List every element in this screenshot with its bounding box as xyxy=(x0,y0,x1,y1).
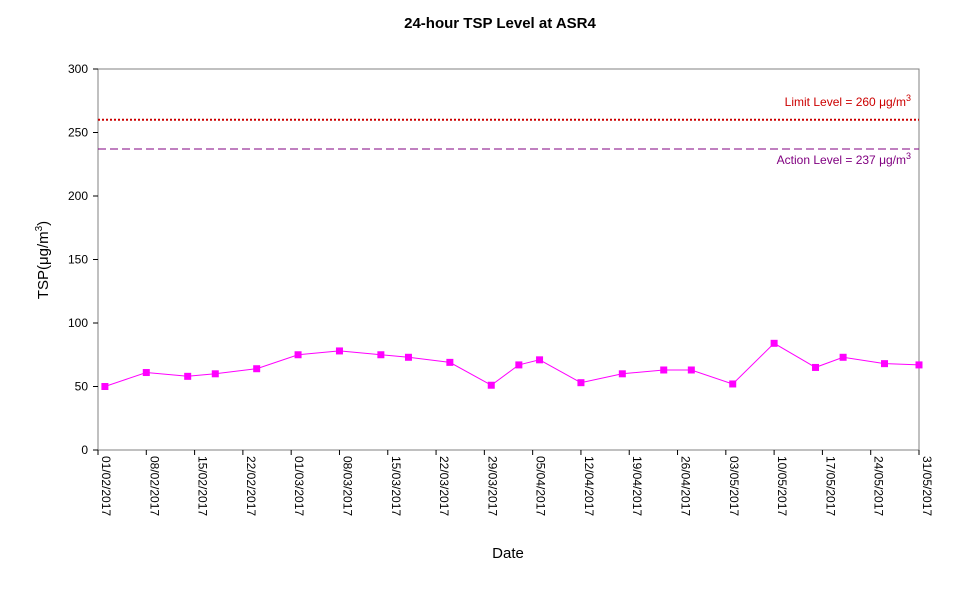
x-tick-label: 03/05/2017 xyxy=(727,456,741,516)
y-tick-label: 250 xyxy=(68,126,88,140)
y-tick-label: 50 xyxy=(75,380,89,394)
data-point xyxy=(915,361,923,369)
data-point xyxy=(618,370,626,378)
data-point xyxy=(812,363,820,371)
plot-area xyxy=(97,68,920,451)
data-point xyxy=(687,366,695,374)
x-tick-label: 17/05/2017 xyxy=(823,456,837,516)
x-tick-label: 15/03/2017 xyxy=(389,456,403,516)
y-axis-label-sup: 3 xyxy=(34,225,45,231)
x-axis: 01/02/2017 08/02/2017 15/02/2017 22/02/2017… xyxy=(97,450,934,516)
y-tick-label: 200 xyxy=(68,189,88,203)
ref-label-sup: 3 xyxy=(906,151,911,161)
data-point xyxy=(335,347,343,355)
data-point xyxy=(101,383,109,390)
x-tick-label: 29/03/2017 xyxy=(485,456,499,516)
y-tick-label: 100 xyxy=(68,316,88,330)
y-tick-label: 300 xyxy=(68,62,88,76)
ref-label-main: Action Level = 237 xyxy=(777,153,879,167)
x-tick-label: 10/05/2017 xyxy=(775,456,789,516)
y-axis-label: TSP(μg/m3) xyxy=(34,221,52,299)
data-point xyxy=(184,372,192,380)
y-tick-label: 0 xyxy=(81,443,88,457)
data-point xyxy=(377,351,385,359)
ref-label-unit: μg/m xyxy=(879,153,906,167)
series-line xyxy=(104,342,920,387)
x-tick-label: 24/05/2017 xyxy=(872,456,886,516)
x-tick-label: 05/04/2017 xyxy=(534,456,548,516)
x-tick-label: 22/02/2017 xyxy=(244,456,258,516)
y-axis-label-close: ) xyxy=(35,221,52,226)
x-tick-label: 08/02/2017 xyxy=(147,456,161,516)
data-point xyxy=(211,370,219,378)
data-point xyxy=(881,360,889,368)
data-point xyxy=(660,366,668,374)
data-point xyxy=(577,379,585,387)
data-point xyxy=(515,361,523,369)
data-point xyxy=(839,353,847,361)
x-axis-label: Date xyxy=(492,545,524,562)
x-tick-label: 01/03/2017 xyxy=(292,456,306,516)
x-tick-label: 22/03/2017 xyxy=(437,456,451,516)
data-point xyxy=(487,381,495,389)
data-point xyxy=(536,356,544,364)
x-tick-label: 15/02/2017 xyxy=(196,456,210,516)
data-point xyxy=(770,339,778,347)
data-point xyxy=(446,358,454,366)
limit-level-label: Limit Level = 260 μg/m3 xyxy=(785,93,911,109)
chart-title: 24-hour TSP Level at ASR4 xyxy=(404,15,596,32)
x-tick-label: 12/04/2017 xyxy=(582,456,596,516)
y-axis: 0 50 100 150 200 250 300 xyxy=(68,62,98,457)
data-point xyxy=(142,369,150,377)
ref-label-main: Limit Level = 260 xyxy=(785,95,879,109)
y-axis-label-unit: μg/m xyxy=(35,231,52,265)
data-point xyxy=(404,353,412,361)
y-axis-label-main: TSP( xyxy=(35,265,52,299)
data-point xyxy=(294,351,302,359)
x-tick-label: 19/04/2017 xyxy=(630,456,644,516)
y-tick-label: 150 xyxy=(68,253,88,267)
action-level-label: Action Level = 237 μg/m3 xyxy=(777,151,911,167)
ref-label-unit: μg/m xyxy=(879,95,906,109)
ref-label-sup: 3 xyxy=(906,93,911,103)
x-tick-label: 26/04/2017 xyxy=(679,456,693,516)
x-tick-label: 01/02/2017 xyxy=(99,456,113,516)
series-layer xyxy=(101,339,923,390)
x-tick-label: 08/03/2017 xyxy=(340,456,354,516)
x-tick-label: 31/05/2017 xyxy=(920,456,934,516)
data-point xyxy=(253,365,261,373)
data-point xyxy=(729,380,737,388)
